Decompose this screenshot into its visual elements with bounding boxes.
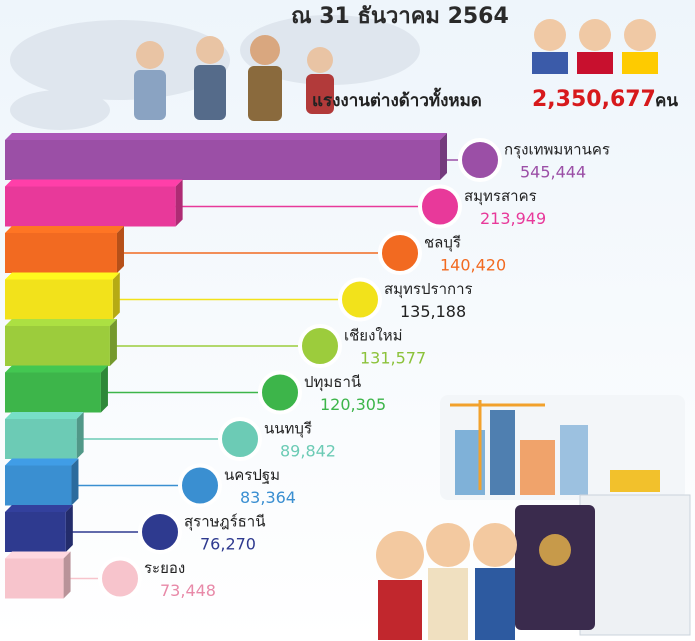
marker <box>98 556 142 601</box>
bar <box>5 512 66 552</box>
world-map <box>10 15 420 130</box>
flags-people <box>532 19 658 74</box>
bar-top <box>5 412 84 419</box>
bar-top <box>5 551 71 559</box>
city-illustration <box>440 395 685 500</box>
category-label: สมุทรปราการ <box>384 280 473 299</box>
total-value: 2,350,677 <box>532 87 656 112</box>
value-label: 545,444 <box>520 163 586 182</box>
bar-side <box>116 226 124 273</box>
bar-top <box>5 272 120 280</box>
bar-side <box>76 412 84 459</box>
marker <box>138 510 182 554</box>
bar-side <box>100 365 108 413</box>
bar-side <box>175 179 183 227</box>
marker <box>418 184 462 229</box>
category-label: สุราษฎร์ธานี <box>184 513 265 532</box>
bar-top <box>5 133 447 140</box>
bar-side <box>65 505 73 552</box>
value-label: 89,842 <box>280 442 336 461</box>
category-label: ระยอง <box>144 559 185 577</box>
marker <box>298 324 342 368</box>
value-label: 213,949 <box>480 209 546 228</box>
bar <box>5 372 101 413</box>
marker <box>458 138 502 182</box>
bar <box>5 279 113 320</box>
bar-top <box>5 179 183 187</box>
value-label: 76,270 <box>200 535 256 554</box>
value-label: 135,188 <box>400 302 466 321</box>
category-label: เชียงใหม่ <box>344 327 403 345</box>
category-label: กรุงเทพมหานคร <box>504 141 610 160</box>
bar-side <box>440 133 447 180</box>
marker <box>338 277 382 322</box>
category-label: นครปฐม <box>224 466 280 484</box>
marker <box>258 370 302 415</box>
people-passport-illustration <box>376 494 691 640</box>
bar <box>5 186 176 227</box>
bar-side <box>112 272 120 320</box>
category-label: ชลบุรี <box>424 234 461 253</box>
category-label: นนทบุรี <box>264 420 312 439</box>
bar-top <box>5 365 108 373</box>
value-label: 140,420 <box>440 256 506 275</box>
bar <box>5 233 117 273</box>
bar <box>5 558 64 599</box>
bar-side <box>63 551 71 599</box>
bar-top <box>5 505 73 512</box>
marker <box>178 463 222 508</box>
category-label: ปทุมธานี <box>304 373 361 392</box>
bar <box>5 419 77 459</box>
total-unit: คน <box>655 91 678 111</box>
bar-top <box>5 319 117 326</box>
category-label: สมุทรสาคร <box>464 187 537 206</box>
total-label: แรงงานต่างด้าวทั้งหมด <box>312 87 482 111</box>
workers-illustration <box>134 35 334 121</box>
bar-side <box>109 319 117 366</box>
value-label: 120,305 <box>320 395 386 414</box>
marker <box>218 417 262 461</box>
title: ณ 31 ธันวาคม 2564 <box>291 4 509 29</box>
bar <box>5 326 110 366</box>
value-label: 73,448 <box>160 581 216 600</box>
marker <box>378 231 422 275</box>
bar <box>5 465 72 506</box>
value-label: 83,364 <box>240 488 296 507</box>
bar-side <box>71 458 79 506</box>
bar-top <box>5 458 79 466</box>
bar-top <box>5 226 124 233</box>
bar-chart: กรุงเทพมหานคร 545,444 สมุทรสาคร 213,949 ชลบุ… <box>5 133 610 601</box>
value-label: 131,577 <box>360 349 426 368</box>
bar <box>5 140 440 180</box>
